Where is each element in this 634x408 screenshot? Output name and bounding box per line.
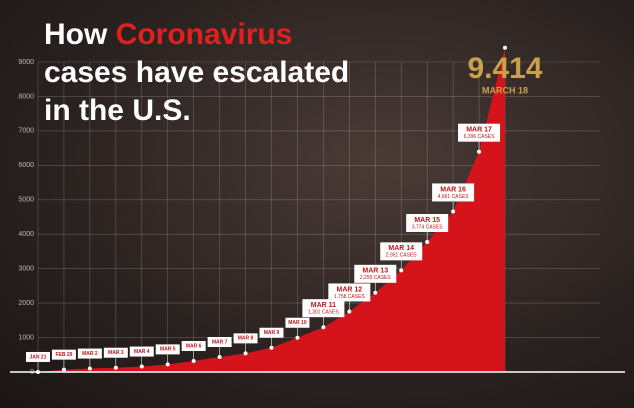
x-category-label: MAR 7 [212, 339, 228, 345]
y-tick-label: 4000 [18, 231, 34, 238]
y-tick-label: 1000 [18, 334, 34, 341]
callout-box [51, 349, 76, 360]
callout-box [155, 344, 180, 355]
y-tick-label: 8000 [18, 93, 34, 100]
x-category-label: MAR 8 [238, 336, 254, 342]
callout-box [103, 347, 128, 358]
x-category-label: MAR 13 [362, 268, 388, 275]
x-category-label: MAR 9 [264, 330, 280, 336]
callout-box [26, 351, 50, 362]
x-category-label: MAR 12 [336, 286, 362, 293]
chart-title: How Coronavirus cases have escalated in … [44, 18, 358, 127]
headline-date: MARCH 18 [482, 85, 528, 95]
x-category-label: MAR 15 [414, 217, 440, 224]
callout-box [380, 242, 423, 261]
x-category-label: MAR 17 [466, 127, 492, 134]
y-tick-label: 3000 [18, 266, 34, 273]
callout-box [406, 214, 449, 233]
callout-box [328, 283, 371, 302]
callout-box [181, 341, 206, 352]
x-category-label: FEB 29 [55, 352, 72, 358]
y-tick-label: 9000 [18, 59, 34, 66]
value-label: 3,774 CASES [412, 224, 444, 230]
x-category-label: MAR 4 [134, 349, 150, 355]
x-category-label: MAR 5 [160, 347, 176, 353]
y-tick-label: 7000 [18, 128, 34, 135]
x-category-label: MAR 11 [311, 302, 336, 309]
value-label: 2,299 CASES [360, 275, 392, 281]
y-tick-label: 5000 [18, 197, 34, 204]
callout-box [458, 123, 501, 142]
callout-box [129, 346, 154, 357]
title-part: Coronavirus [116, 18, 293, 51]
data-point [503, 45, 507, 50]
value-label: 4,661 CASES [438, 194, 470, 200]
x-category-label: JAN 21 [30, 354, 47, 360]
callout-box [432, 183, 475, 202]
callout-box [302, 299, 345, 318]
title-part: How [44, 18, 108, 51]
grid [37, 61, 600, 373]
x-category-label: MAR 3 [108, 350, 124, 356]
x-category-label: MAR 10 [288, 320, 307, 326]
value-label: 2,951 CASES [386, 253, 418, 259]
y-tick-label: 2000 [18, 300, 34, 307]
callout-box [77, 348, 102, 359]
title-part: cases have escalated [44, 56, 349, 89]
y-tick-label: 6000 [18, 162, 34, 169]
title-part: in the U.S. [44, 94, 191, 127]
callout-box [233, 333, 258, 344]
callout-box [285, 317, 310, 328]
x-category-label: MAR 6 [186, 343, 202, 349]
x-category-label: MAR 2 [82, 351, 98, 357]
area [38, 47, 505, 373]
callout-box [259, 327, 284, 338]
value-label: 6,396 CASES [464, 134, 496, 140]
x-category-label: MAR 16 [440, 186, 466, 193]
x-category-label: MAR 14 [388, 245, 414, 252]
value-label: 1,301 CASES [308, 310, 340, 316]
value-label: 1,758 CASES [334, 294, 366, 300]
callout-box [207, 337, 232, 348]
headline-value: 9.414 [467, 52, 542, 85]
callout-box [354, 264, 397, 283]
